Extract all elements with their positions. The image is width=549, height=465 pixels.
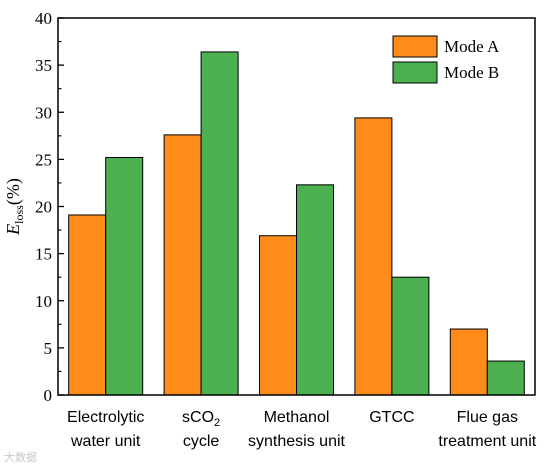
y-tick-label: 30 <box>35 103 52 122</box>
bar-mode-b-4 <box>486 360 525 396</box>
bar-mode-b-2 <box>296 184 334 396</box>
x-axis: Electrolytic water unit sCO2 cycle Methanol s… <box>67 409 537 450</box>
legend: Mode A Mode B <box>392 35 500 84</box>
legend-swatch <box>392 35 438 58</box>
legend-swatch <box>392 61 438 84</box>
bar-mode-a-2 <box>259 235 297 396</box>
x-tick-label: treatment unit <box>438 433 536 450</box>
legend-label: Mode A <box>444 37 500 56</box>
x-tick-label: sCO2 <box>182 409 220 429</box>
y-tick-label: 5 <box>44 339 53 358</box>
x-tick-label: cycle <box>183 433 220 450</box>
y-tick-label: 20 <box>35 198 52 217</box>
x-tick-label: water unit <box>70 433 141 450</box>
bar-mode-b-0 <box>105 156 144 396</box>
bar-mode-a-0 <box>68 214 107 396</box>
y-tick-label: 10 <box>35 292 52 311</box>
bars-group <box>68 51 525 396</box>
bar-mode-a-1 <box>163 134 202 396</box>
x-tick-label: Methanol <box>264 409 330 426</box>
y-tick-label: 25 <box>35 150 52 169</box>
y-tick-label: 0 <box>44 386 53 405</box>
bar-mode-b-3 <box>391 276 430 396</box>
y-tick-label: 40 <box>35 9 52 28</box>
watermark: 大数据 <box>4 450 37 464</box>
y-axis-label: Eloss(%) <box>3 178 26 236</box>
legend-label: Mode B <box>444 63 499 82</box>
x-tick-label: Electrolytic <box>67 409 144 426</box>
bar-mode-a-4 <box>449 328 488 396</box>
y-axis: 0 5 10 15 20 25 30 35 40 <box>35 9 64 405</box>
y-tick-label: 15 <box>35 245 52 264</box>
x-tick-label: GTCC <box>369 409 414 426</box>
bar-mode-a-3 <box>354 117 393 396</box>
bar-mode-b-1 <box>200 51 239 396</box>
y-tick-label: 35 <box>35 56 52 75</box>
x-tick-label: synthesis unit <box>248 433 345 450</box>
x-tick-label: Flue gas <box>457 409 518 426</box>
